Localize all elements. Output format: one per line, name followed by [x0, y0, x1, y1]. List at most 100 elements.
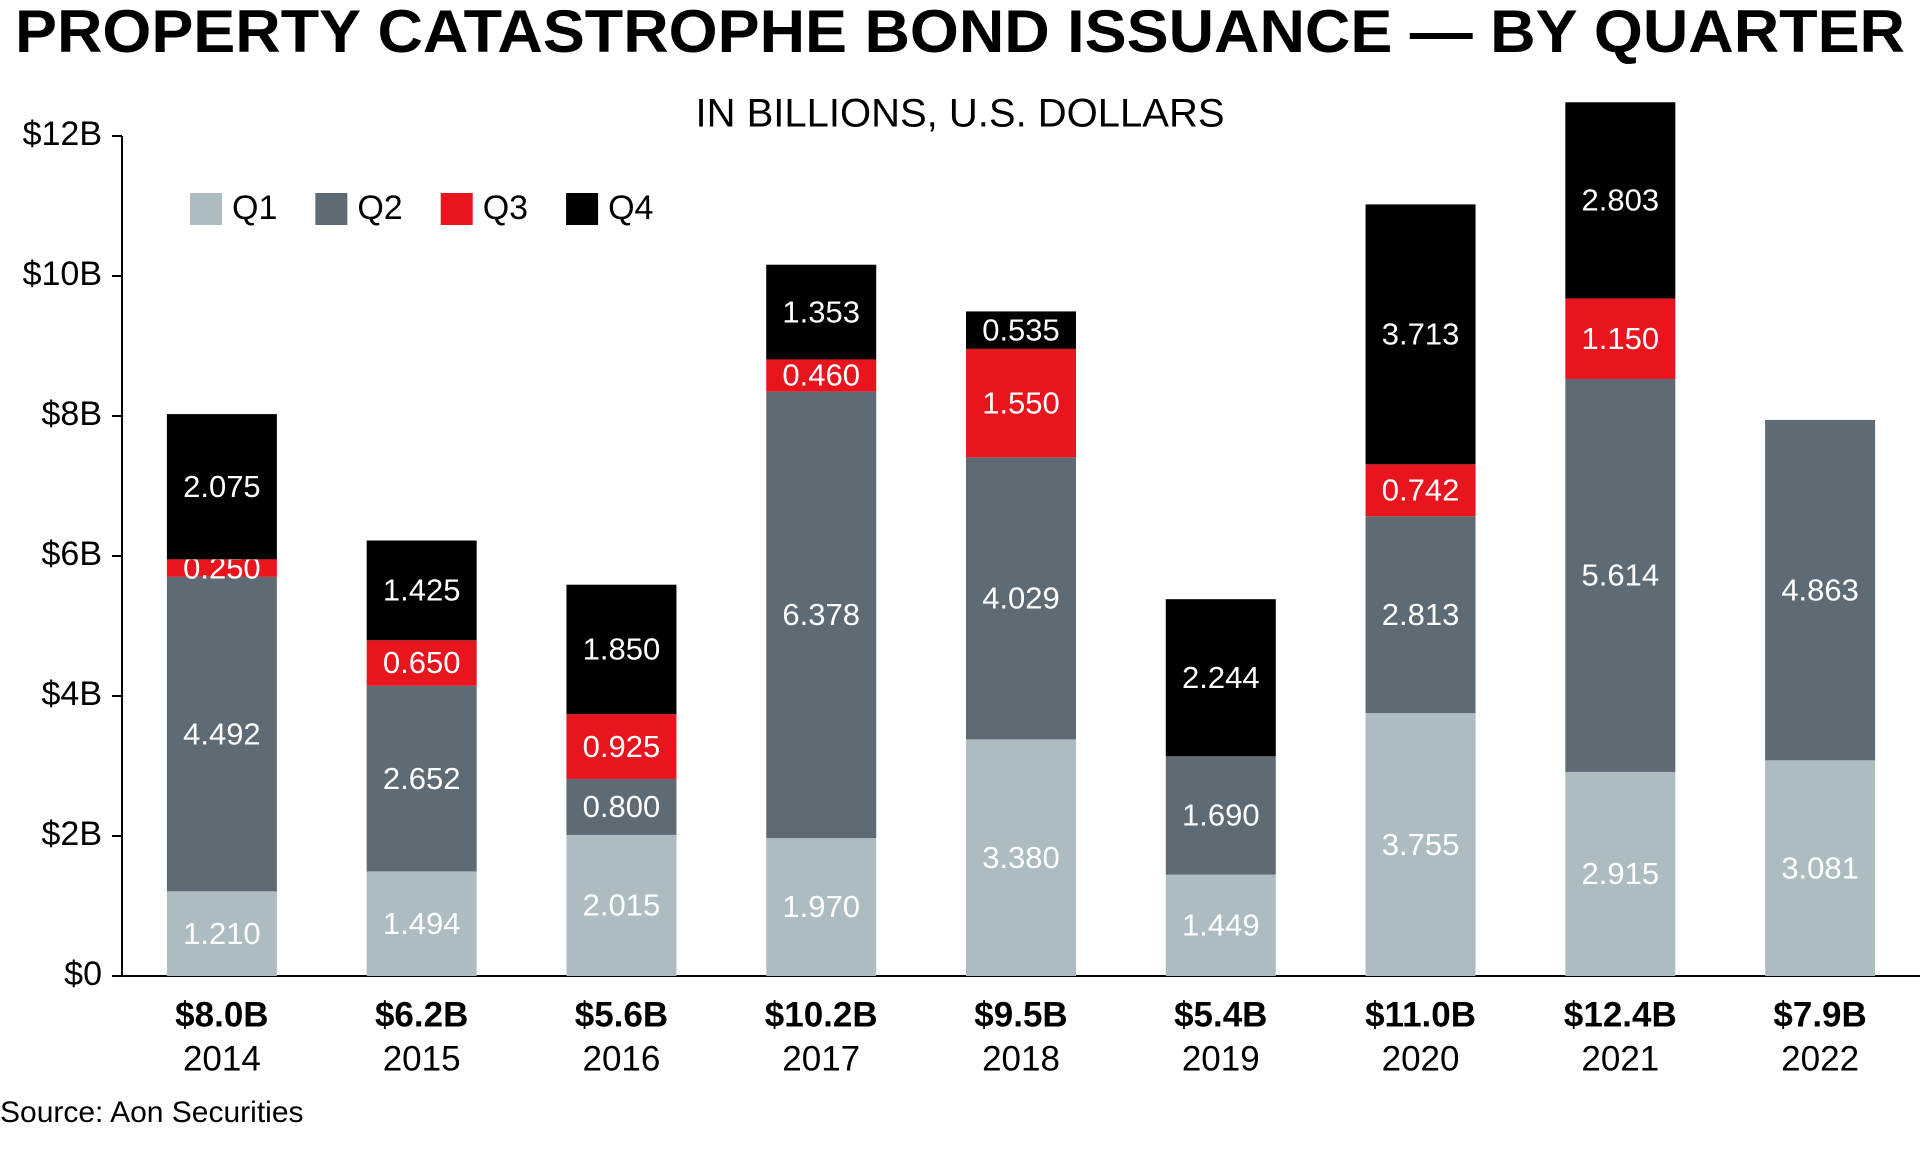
bar-segment: [166, 559, 277, 577]
total-label: $5.4B: [1174, 995, 1267, 1034]
y-tick-label: $10B: [23, 255, 102, 293]
value-label: 1.850: [583, 632, 661, 667]
value-label: 2.244: [1182, 660, 1260, 695]
bar-segment: [1365, 713, 1476, 976]
bar-segment: [766, 838, 877, 976]
x-tick-label: 2019: [1182, 1039, 1260, 1078]
y-tick-label: $4B: [42, 675, 103, 713]
legend-swatch: [315, 193, 348, 225]
bar-segment: [566, 714, 677, 779]
bar-segment: [1765, 760, 1876, 976]
value-label: 3.755: [1382, 827, 1460, 862]
bar-segment: [166, 576, 277, 892]
value-label: 1.425: [383, 573, 461, 608]
value-label: 4.863: [1781, 572, 1859, 607]
value-label: 1.690: [1182, 798, 1260, 833]
bar-segment: [366, 685, 477, 872]
y-tick-label: $2B: [42, 815, 103, 853]
bar-segment: [966, 457, 1076, 740]
bar-segment: [566, 834, 677, 976]
y-tick-label: $0: [64, 955, 102, 993]
y-tick-label: $6B: [42, 535, 103, 573]
bar-segment: [1365, 516, 1476, 714]
bar-segment: [1365, 464, 1476, 517]
x-tick-label: 2015: [383, 1039, 461, 1078]
total-label: $7.9B: [1773, 995, 1866, 1034]
value-label: 4.492: [183, 716, 261, 751]
value-label: 0.925: [583, 729, 661, 764]
total-label: $6.2B: [375, 995, 468, 1034]
x-tick-label: 2020: [1382, 1039, 1460, 1078]
total-label: $5.6B: [575, 995, 668, 1034]
value-label: 1.210: [183, 916, 261, 951]
bar-segment: [1565, 771, 1676, 976]
bar-segment: [766, 264, 877, 360]
y-tick-label: $12B: [23, 115, 102, 153]
value-label: 3.081: [1781, 850, 1859, 885]
bar-segment: [766, 391, 877, 839]
y-tick-label: $8B: [42, 395, 103, 433]
legend-swatch: [566, 193, 599, 225]
value-label: 2.015: [583, 888, 661, 923]
bar-segment: [366, 871, 477, 976]
bar-segment: [766, 359, 877, 392]
bar-segment: [566, 584, 677, 715]
legend-swatch: [190, 193, 222, 225]
x-tick-label: 2021: [1581, 1039, 1659, 1078]
bar-segment: [1565, 378, 1676, 772]
total-label: $12.4B: [1564, 995, 1677, 1034]
bar-segment: [966, 311, 1076, 349]
bar-segment: [366, 540, 477, 641]
bar-segment: [1165, 599, 1276, 757]
bar-segment: [166, 891, 277, 976]
value-label: 2.813: [1382, 597, 1460, 632]
value-label: 0.800: [583, 789, 661, 824]
bar-segment: [566, 778, 677, 835]
legend-swatch: [440, 193, 473, 225]
value-label: 4.029: [982, 581, 1060, 616]
value-label: 2.075: [183, 469, 261, 504]
legend-label: Q2: [357, 189, 402, 227]
value-label: 2.915: [1582, 856, 1660, 891]
value-label: 1.550: [982, 385, 1060, 420]
bar-segment: [366, 640, 477, 686]
value-label: 1.449: [1182, 907, 1260, 942]
bar-segment: [1565, 298, 1676, 379]
total-label: $9.5B: [974, 995, 1067, 1034]
value-label: 2.652: [383, 761, 461, 796]
bar-segment: [1765, 419, 1876, 761]
bar-segment: [1165, 874, 1276, 976]
legend-label: Q4: [608, 189, 653, 227]
x-tick-label: 2014: [183, 1039, 261, 1078]
chart-title: PROPERTY CATASTROPHE BOND ISSUANCE — BY …: [15, 0, 1905, 65]
value-label: 3.713: [1382, 317, 1460, 352]
x-tick-label: 2018: [982, 1039, 1060, 1078]
value-label: 6.378: [782, 597, 860, 632]
bar-segment: [1165, 756, 1276, 875]
x-tick-label: 2022: [1781, 1039, 1859, 1078]
value-label: 1.970: [782, 889, 860, 924]
x-tick-label: 2017: [782, 1039, 860, 1078]
bar-segment: [966, 348, 1076, 458]
x-tick-label: 2016: [583, 1039, 661, 1078]
total-label: $10.2B: [765, 995, 878, 1034]
value-label: 1.494: [383, 906, 461, 941]
value-label: 0.742: [1382, 472, 1460, 507]
total-label: $8.0B: [175, 995, 268, 1034]
chart-subtitle: IN BILLIONS, U.S. DOLLARS: [695, 92, 1224, 136]
legend-label: Q3: [483, 189, 528, 227]
value-label: 1.150: [1582, 321, 1660, 356]
bar-segment: [1365, 204, 1476, 465]
value-label: 0.535: [982, 312, 1060, 347]
value-label: 0.460: [782, 358, 860, 393]
total-label: $11.0B: [1365, 995, 1476, 1034]
legend-label: Q1: [232, 189, 277, 227]
source: Source: Aon Securities: [0, 1096, 304, 1129]
bar-segment: [966, 739, 1076, 976]
value-label: 1.353: [782, 294, 860, 329]
value-label: 3.380: [982, 840, 1060, 875]
bar-segment: [1565, 102, 1676, 299]
value-label: 0.650: [383, 645, 461, 680]
